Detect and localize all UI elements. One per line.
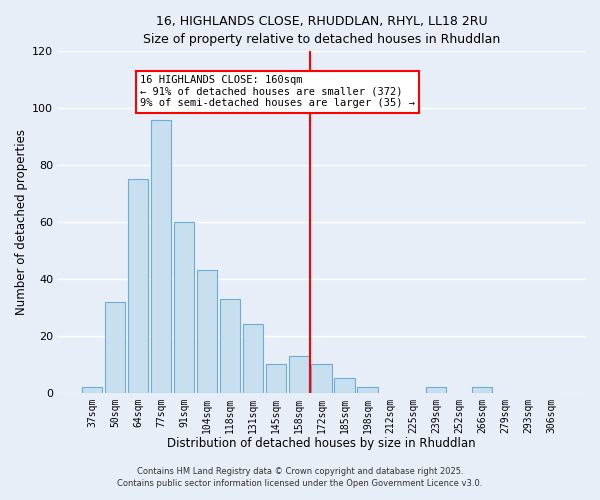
Y-axis label: Number of detached properties: Number of detached properties xyxy=(15,129,28,315)
X-axis label: Distribution of detached houses by size in Rhuddlan: Distribution of detached houses by size … xyxy=(167,437,476,450)
Bar xyxy=(311,364,332,392)
Bar xyxy=(128,180,148,392)
Bar xyxy=(220,299,240,392)
Text: Contains HM Land Registry data © Crown copyright and database right 2025.
Contai: Contains HM Land Registry data © Crown c… xyxy=(118,466,482,487)
Bar xyxy=(334,378,355,392)
Bar xyxy=(151,120,171,392)
Bar xyxy=(289,356,309,393)
Bar xyxy=(105,302,125,392)
Text: 16 HIGHLANDS CLOSE: 160sqm
← 91% of detached houses are smaller (372)
9% of semi: 16 HIGHLANDS CLOSE: 160sqm ← 91% of deta… xyxy=(140,75,415,108)
Bar xyxy=(242,324,263,392)
Bar xyxy=(266,364,286,392)
Bar xyxy=(174,222,194,392)
Bar xyxy=(197,270,217,392)
Title: 16, HIGHLANDS CLOSE, RHUDDLAN, RHYL, LL18 2RU
Size of property relative to detac: 16, HIGHLANDS CLOSE, RHUDDLAN, RHYL, LL1… xyxy=(143,15,500,46)
Bar xyxy=(358,387,377,392)
Bar xyxy=(426,387,446,392)
Bar xyxy=(82,387,102,392)
Bar xyxy=(472,387,492,392)
